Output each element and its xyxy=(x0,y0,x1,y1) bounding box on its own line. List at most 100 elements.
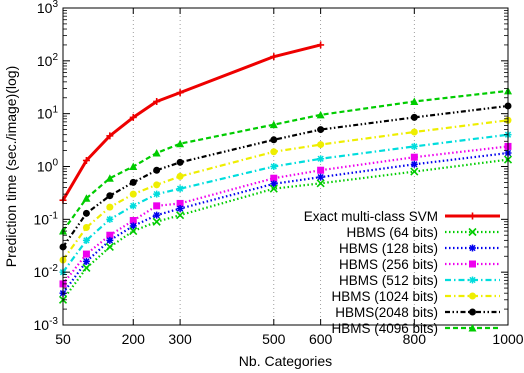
x-tick-label: 300 xyxy=(168,331,192,347)
legend-entry: HBMS (256 bits) xyxy=(339,257,500,272)
data-point xyxy=(106,231,114,239)
data-point xyxy=(82,156,90,164)
data-point xyxy=(176,89,184,97)
axis-ticks xyxy=(62,7,509,326)
data-point xyxy=(270,174,278,182)
data-point xyxy=(176,211,185,220)
data-point xyxy=(82,263,91,273)
legend-entry: HBMS (512 bits) xyxy=(339,273,500,288)
data-point xyxy=(82,250,90,258)
series-line xyxy=(62,145,509,285)
data-point xyxy=(270,53,278,61)
data-point xyxy=(129,222,137,230)
x-tick-label: 50 xyxy=(55,331,71,347)
legend-label: HBMS (128 bits) xyxy=(339,241,438,256)
series-2 xyxy=(59,149,512,297)
legend-entry: HBMS (4096 bits) xyxy=(331,321,500,336)
x-tick-label: 600 xyxy=(309,331,333,347)
data-point xyxy=(106,215,114,223)
data-point xyxy=(410,97,419,105)
legend-entry: HBMS(2048 bits) xyxy=(335,305,500,320)
data-point xyxy=(129,162,138,170)
series-line xyxy=(61,43,321,201)
data-point xyxy=(410,153,418,161)
y-tick-label: 100 xyxy=(37,158,59,175)
data-point xyxy=(153,166,161,174)
series-line xyxy=(62,89,509,232)
data-point xyxy=(152,217,161,226)
series-line xyxy=(62,158,509,301)
data-point xyxy=(270,136,278,144)
legend-entry: HBMS (1024 bits) xyxy=(331,289,500,304)
data-point xyxy=(106,236,114,244)
data-point xyxy=(317,173,325,181)
series-line xyxy=(62,119,509,261)
y-tick-label: 103 xyxy=(37,0,59,16)
data-point xyxy=(410,142,418,150)
data-point xyxy=(410,167,419,176)
legend-entry: HBMS (128 bits) xyxy=(339,241,500,256)
data-point xyxy=(105,242,114,252)
series-line xyxy=(62,151,509,294)
series-0 xyxy=(59,41,325,204)
data-point xyxy=(129,113,137,121)
data-point xyxy=(153,181,161,189)
y-tick-labels: 10-3 10-2 10-1 100 101 102 103 xyxy=(34,0,59,333)
y-tick-label: 101 xyxy=(37,105,59,122)
data-point xyxy=(176,158,184,166)
legend-marker xyxy=(469,260,476,268)
legend-label: HBMS (1024 bits) xyxy=(331,289,438,304)
data-point xyxy=(176,172,184,180)
series-line xyxy=(62,133,509,273)
data-point xyxy=(410,160,418,168)
data-point xyxy=(106,132,114,140)
series-4 xyxy=(59,131,512,276)
data-point xyxy=(317,126,325,134)
data-point xyxy=(129,226,138,236)
legend-marker xyxy=(469,244,476,252)
data-point xyxy=(176,205,184,213)
data-point xyxy=(317,166,325,174)
legend-entry: HBMS (64 bits) xyxy=(346,225,500,240)
data-point xyxy=(176,185,184,193)
series-6 xyxy=(59,102,512,251)
legend-label: HBMS (256 bits) xyxy=(339,257,438,272)
data-point xyxy=(129,202,137,210)
series-7 xyxy=(59,86,512,235)
data-point xyxy=(269,184,278,193)
legend-label: HBMS (4096 bits) xyxy=(331,321,438,336)
grid-lines xyxy=(132,8,415,325)
legend-marker xyxy=(469,308,476,316)
y-tick-label: 10-3 xyxy=(34,316,59,333)
legend-marker xyxy=(468,324,477,332)
legend-marker xyxy=(469,276,476,284)
y-tick-label: 10-1 xyxy=(34,210,59,227)
data-point xyxy=(153,97,161,105)
data-point xyxy=(317,155,325,163)
data-point xyxy=(176,139,185,148)
y-tick-label: 102 xyxy=(37,52,59,69)
data-point xyxy=(176,199,184,207)
y-tick-label: 10-2 xyxy=(34,263,59,280)
data-point xyxy=(82,194,91,202)
plot-frame xyxy=(62,7,509,326)
legend-entry: Exact multi-class SVM xyxy=(304,209,500,224)
data-point xyxy=(410,128,418,136)
data-point xyxy=(152,149,161,157)
legend-marker xyxy=(469,292,476,300)
data-point xyxy=(82,209,90,217)
data-point xyxy=(105,174,114,182)
series-5 xyxy=(59,116,512,264)
data-point xyxy=(82,224,90,232)
x-axis-title: Nb. Categories xyxy=(239,353,332,369)
legend-label: HBMS(2048 bits) xyxy=(335,305,438,320)
x-tick-labels: 50 200 300 500 600 800 1000 xyxy=(55,331,524,347)
data-point xyxy=(270,148,278,156)
series-1 xyxy=(58,155,513,304)
legend-label: HBMS (512 bits) xyxy=(339,273,438,288)
series-layer xyxy=(58,41,513,304)
legend-marker xyxy=(469,212,476,220)
x-tick-label: 200 xyxy=(122,331,146,347)
